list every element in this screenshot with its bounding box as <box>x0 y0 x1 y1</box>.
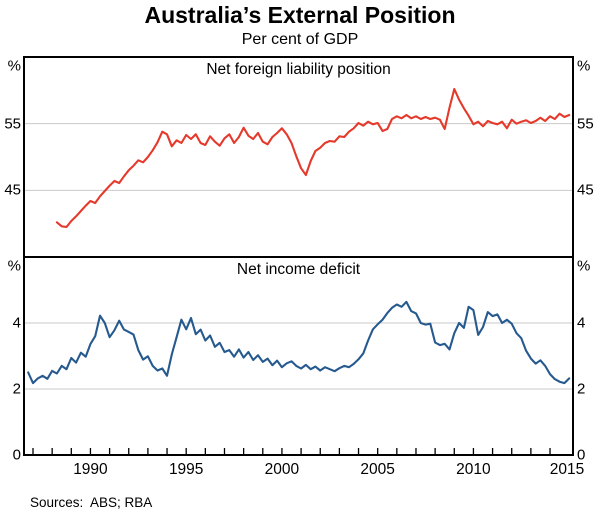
ytick-label-45-left: 45 <box>4 181 21 199</box>
percent-label-panel1-left: % <box>7 257 21 275</box>
panel-label-net-income-deficit: Net income deficit <box>236 261 361 278</box>
x-axis-label-1990: 1990 <box>73 461 108 478</box>
x-axis-label-2015: 2015 <box>549 461 585 478</box>
ytick-label-2-left: 2 <box>12 380 21 398</box>
x-axis-label-2005: 2005 <box>360 461 395 478</box>
x-axis-label-2000: 2000 <box>264 461 300 478</box>
sources-note: Sources: ABS; RBA <box>30 495 153 510</box>
ytick-label-55-left: 55 <box>4 115 21 133</box>
ytick-label-0-left: 0 <box>12 446 21 464</box>
ytick-label-45-right: 45 <box>577 181 594 199</box>
chart-subtitle: Per cent of GDP <box>241 31 359 48</box>
panel-label-net-foreign-liability: Net foreign liability position <box>206 61 391 78</box>
percent-label-panel0-right: % <box>577 57 591 75</box>
percent-label-panel0-left: % <box>7 57 21 75</box>
chart-title: Australia’s External Position <box>144 2 456 28</box>
ytick-label-4-left: 4 <box>12 314 21 332</box>
nfl-line <box>55 87 571 229</box>
x-axis-label-1995: 1995 <box>168 461 204 478</box>
ytick-label-4-right: 4 <box>577 314 586 332</box>
nid-line <box>27 300 571 385</box>
ytick-label-2-right: 2 <box>577 380 586 398</box>
ytick-label-0-right: 0 <box>577 446 586 464</box>
x-axis-label-2010: 2010 <box>456 461 491 478</box>
ytick-label-55-right: 55 <box>577 115 594 133</box>
percent-label-panel1-right: % <box>577 257 591 275</box>
